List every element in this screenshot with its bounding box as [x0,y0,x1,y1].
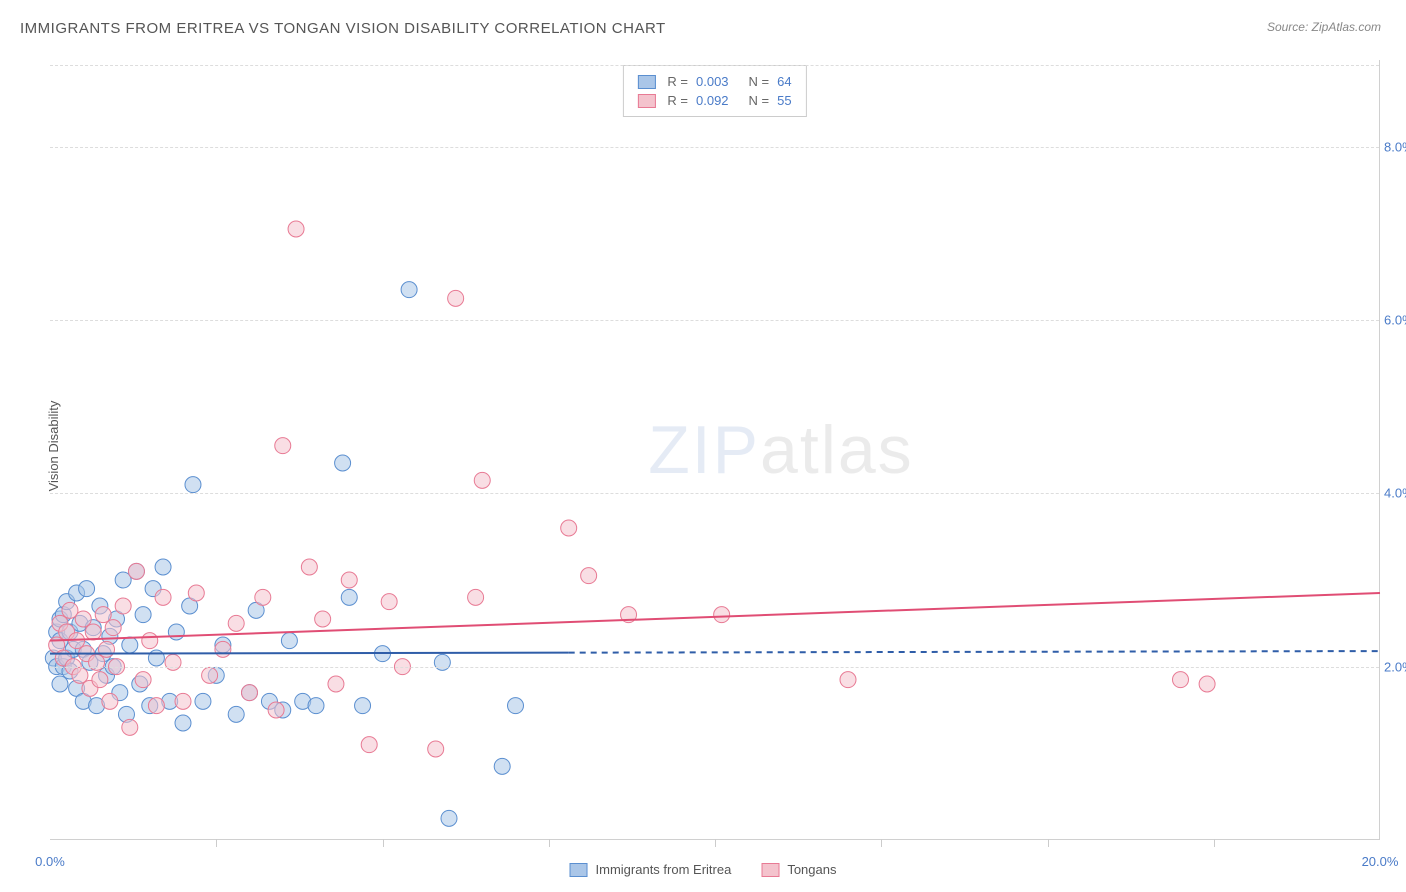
swatch-tongans [761,863,779,877]
data-point [561,520,577,536]
data-point [840,672,856,688]
data-point [165,654,181,670]
data-point [242,685,258,701]
data-point [275,438,291,454]
gridline [50,493,1379,494]
data-point [215,641,231,657]
data-point [148,650,164,666]
data-point [79,581,95,597]
y-tick-label: 6.0% [1384,313,1406,328]
data-point [381,594,397,610]
data-point [142,633,158,649]
x-tick-label: 0.0% [35,854,65,869]
data-point [335,455,351,471]
data-point [228,706,244,722]
data-point [135,607,151,623]
x-tick [715,839,716,847]
data-point [268,702,284,718]
data-point [122,719,138,735]
data-point [494,758,510,774]
data-point [92,672,108,688]
legend-item-eritrea: Immigrants from Eritrea [570,862,732,877]
data-point [341,589,357,605]
data-point [72,667,88,683]
data-point [468,589,484,605]
source-credit: Source: ZipAtlas.com [1267,20,1381,34]
data-point [85,624,101,640]
data-point [328,676,344,692]
data-point [195,693,211,709]
data-point [341,572,357,588]
data-point [148,698,164,714]
data-point [185,477,201,493]
data-point [135,672,151,688]
data-point [75,611,91,627]
gridline [50,667,1379,668]
data-point [52,676,68,692]
data-point [361,737,377,753]
data-point [128,563,144,579]
data-point [188,585,204,601]
data-point [115,598,131,614]
trend-line-dashed [569,651,1380,653]
data-point [1199,676,1215,692]
gridline [50,147,1379,148]
x-tick [216,839,217,847]
data-point [89,654,105,670]
y-tick-label: 2.0% [1384,659,1406,674]
data-point [155,559,171,575]
data-point [714,607,730,623]
data-point [175,693,191,709]
y-tick-label: 4.0% [1384,486,1406,501]
bottom-legend: Immigrants from Eritrea Tongans [570,862,837,877]
data-point [255,589,271,605]
swatch-eritrea [570,863,588,877]
data-point [228,615,244,631]
data-point [401,282,417,298]
data-point [441,810,457,826]
data-point [474,472,490,488]
data-point [508,698,524,714]
data-point [428,741,444,757]
chart-title: IMMIGRANTS FROM ERITREA VS TONGAN VISION… [20,20,666,37]
gridline [50,65,1379,66]
x-tick [1214,839,1215,847]
data-point [281,633,297,649]
data-point [122,637,138,653]
x-tick-label: 20.0% [1362,854,1399,869]
x-tick [383,839,384,847]
chart-plot-area: ZIPatlas R = 0.003 N = 64 R = 0.092 N = … [50,60,1380,840]
data-point [434,654,450,670]
data-point [102,693,118,709]
gridline [50,320,1379,321]
y-tick-label: 8.0% [1384,139,1406,154]
data-point [448,290,464,306]
trend-line [50,593,1380,641]
data-point [202,667,218,683]
data-point [315,611,331,627]
data-point [105,620,121,636]
data-point [581,568,597,584]
data-point [288,221,304,237]
chart-svg [50,60,1379,839]
x-tick [881,839,882,847]
trend-line [50,653,569,654]
data-point [168,624,184,640]
x-tick [549,839,550,847]
data-point [95,607,111,623]
data-point [308,698,324,714]
data-point [99,641,115,657]
legend-item-tongans: Tongans [761,862,836,877]
data-point [301,559,317,575]
data-point [1173,672,1189,688]
data-point [355,698,371,714]
data-point [175,715,191,731]
legend-label-tongans: Tongans [787,862,836,877]
legend-label-eritrea: Immigrants from Eritrea [596,862,732,877]
x-tick [1048,839,1049,847]
data-point [155,589,171,605]
